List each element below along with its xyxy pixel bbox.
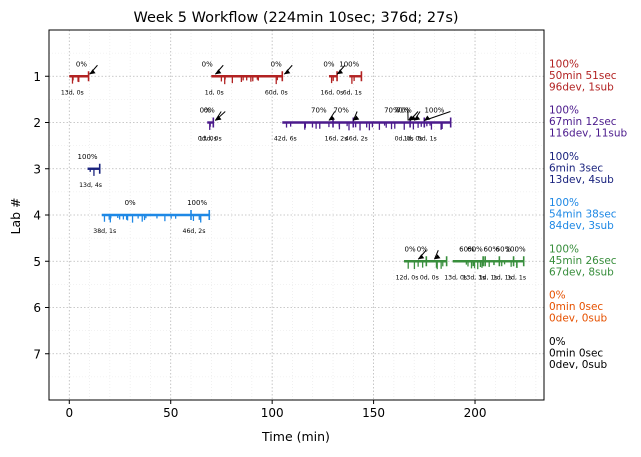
- progress-label: 0%: [405, 245, 416, 253]
- lab-summary-line: 84dev, 3sub: [549, 220, 614, 232]
- y-tick-label: 4: [33, 209, 41, 223]
- lab-summary-line: 50min 51sec: [549, 70, 617, 82]
- y-tick-label: 7: [33, 347, 41, 361]
- progress-label: 100%: [78, 153, 98, 161]
- lab-summary-line: 0%: [549, 336, 566, 348]
- progress-label: 100%: [506, 245, 526, 253]
- progress-label: 0%: [323, 60, 334, 68]
- lab-summary-line: 116dev, 11sub: [549, 128, 628, 140]
- x-tick-label: 150: [362, 406, 385, 420]
- y-axis-label: Lab #: [8, 197, 23, 234]
- lab-summary-line: 0dev, 0sub: [549, 359, 608, 371]
- y-tick-label: 1: [33, 70, 41, 84]
- progress-label: 70%: [311, 107, 327, 115]
- y-tick-label: 5: [33, 255, 41, 269]
- x-axis-label: Time (min): [261, 429, 330, 444]
- session-label: 13d, 4s: [79, 182, 102, 189]
- x-tick-label: 100: [261, 406, 284, 420]
- lab-summary-line: 6min 3sec: [549, 162, 603, 174]
- x-tick-label: 200: [464, 406, 487, 420]
- progress-label: 0%: [271, 60, 282, 68]
- x-tick-label: 0: [65, 406, 73, 420]
- session-label: 16d, 0s: [321, 89, 344, 96]
- lab-summary-line: 100%: [549, 105, 579, 117]
- session-label: 42d, 6s: [274, 136, 297, 143]
- session-label: 38d, 1s: [93, 228, 116, 235]
- session-label: 0d, 0s: [198, 136, 217, 143]
- session-label: 1d, 0s: [205, 89, 224, 96]
- session-label: 6d, 1s: [343, 89, 362, 96]
- session-label: 12d, 0s: [396, 274, 419, 281]
- lab-summary-line: 100%: [549, 151, 579, 163]
- lab-summary-line: 0min 0sec: [549, 347, 603, 359]
- progress-label: 100%: [339, 60, 359, 68]
- session-label: 46d, 2s: [345, 136, 368, 143]
- x-tick-label: 50: [163, 406, 178, 420]
- progress-label: 100%: [424, 107, 444, 115]
- progress-label: 100%: [187, 199, 207, 207]
- lab-summary-line: 45min 26sec: [549, 255, 617, 267]
- y-tick-label: 2: [33, 116, 41, 130]
- lab-summary-line: 0dev, 0sub: [549, 313, 608, 325]
- progress-label: 60%: [467, 245, 483, 253]
- lab-summary-line: 13dev, 4sub: [549, 174, 614, 186]
- lab-summary-line: 100%: [549, 58, 579, 70]
- lab-summary-line: 100%: [549, 243, 579, 255]
- lab-summary-line: 67dev, 8sub: [549, 266, 614, 278]
- lab-summary-line: 0min 0sec: [549, 301, 603, 313]
- session-label: 5d, 1s: [418, 136, 437, 143]
- progress-label: 0%: [202, 60, 213, 68]
- lab-summary-line: 67min 12sec: [549, 116, 617, 128]
- lab-summary-line: 54min 38sec: [549, 209, 617, 221]
- progress-label: 0%: [417, 245, 428, 253]
- progress-label: 70%: [396, 107, 412, 115]
- progress-label: 70%: [333, 107, 349, 115]
- session-label: 46d, 2s: [183, 228, 206, 235]
- progress-label: 0%: [125, 199, 136, 207]
- session-label: 0d, 0s: [420, 274, 439, 281]
- session-label: 60d, 0s: [265, 89, 288, 96]
- y-tick-label: 6: [33, 301, 41, 315]
- y-tick-label: 3: [33, 162, 41, 176]
- lab-summary-line: 0%: [549, 290, 566, 302]
- session-label: 13d, 0s: [61, 89, 84, 96]
- lab-summary-line: 100%: [549, 197, 579, 209]
- lab-summary-line: 96dev, 1sub: [549, 81, 614, 93]
- progress-label: 0%: [204, 107, 215, 115]
- progress-label: 0%: [76, 60, 87, 68]
- session-label: 1d, 1s: [507, 274, 526, 281]
- chart-title: Week 5 Workflow (224min 10sec; 376d; 27s…: [133, 10, 458, 26]
